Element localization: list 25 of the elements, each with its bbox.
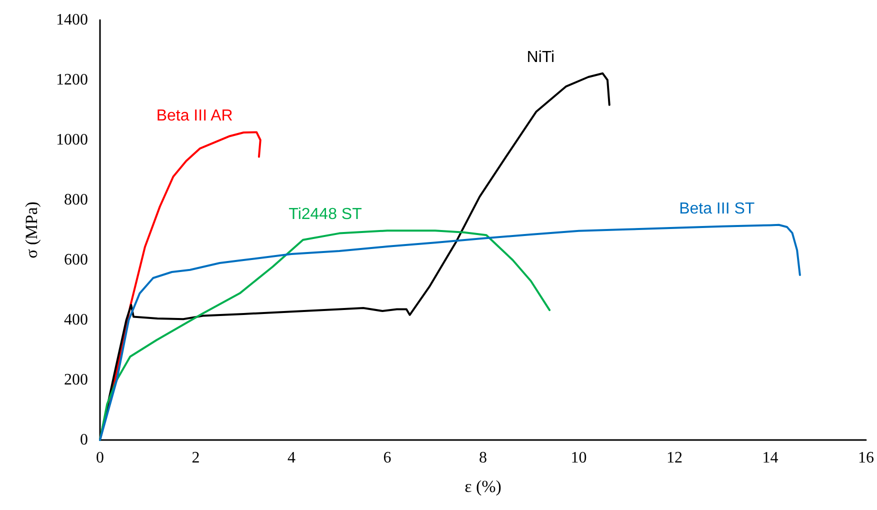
- y-tick-label: 1200: [56, 72, 88, 88]
- y-tick-label: 800: [64, 192, 88, 208]
- y-tick-label: 400: [64, 312, 88, 328]
- series-label: Beta III AR: [156, 108, 233, 125]
- y-tick-label: 0: [80, 432, 88, 448]
- x-tick-label: 6: [383, 450, 392, 466]
- line-series: [99, 224, 801, 441]
- x-tick-label: 14: [762, 450, 778, 466]
- y-axis-title: σ (MPa): [22, 202, 41, 258]
- x-tick-label: 10: [570, 450, 587, 466]
- y-tick-label: 1000: [56, 132, 88, 148]
- series-label: Beta III ST: [679, 200, 755, 218]
- series-label: NiTi: [526, 48, 555, 66]
- x-tick-label: 16: [858, 450, 874, 466]
- line-series: [99, 230, 551, 441]
- x-tick-label: 8: [479, 450, 487, 466]
- y-tick-label: 1400: [56, 12, 88, 28]
- x-axis-title: ε (%): [464, 477, 502, 496]
- x-tick-label: 0: [96, 450, 104, 466]
- x-tick-label: 4: [288, 450, 296, 466]
- y-tick-label: 600: [64, 252, 88, 268]
- y-tick-label: 200: [64, 372, 88, 388]
- x-tick-label: 12: [666, 450, 682, 466]
- x-tick-label: 2: [192, 450, 200, 466]
- series-label: Ti2448 ST: [288, 206, 362, 224]
